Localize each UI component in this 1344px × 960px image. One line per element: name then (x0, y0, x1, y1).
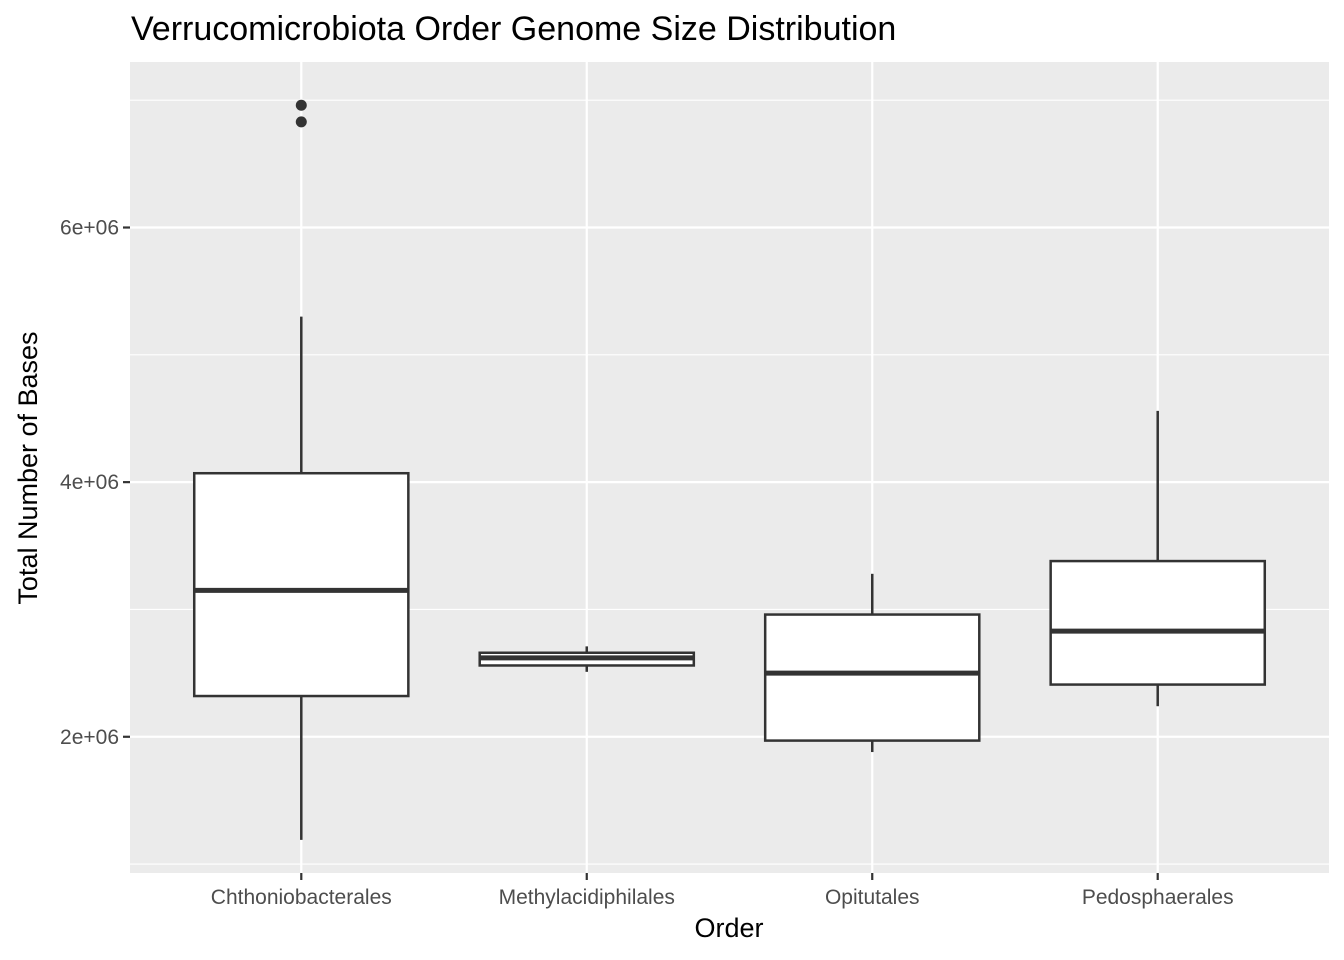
box-iqr (1049, 559, 1267, 686)
box-iqr (192, 471, 410, 698)
x-axis: Chthoniobacterales Methylacidiphilales Opi… (211, 873, 1234, 909)
boxplot-series (192, 99, 1267, 840)
outlier-point (295, 99, 307, 111)
x-tick-label: Methylacidiphilales (499, 886, 675, 909)
plot-panel (130, 62, 1329, 873)
chart-title: Verrucomicrobiota Order Genome Size Dist… (131, 10, 896, 48)
box-0 (192, 99, 410, 840)
outlier-point (295, 116, 307, 128)
box-3 (1049, 410, 1267, 707)
y-axis-title: Total Number of Bases (13, 331, 43, 604)
x-tick-label: Opitutales (825, 886, 920, 909)
x-axis-title: Order (694, 913, 763, 943)
x-tick-label: Pedosphaerales (1082, 886, 1234, 909)
box-2 (763, 573, 981, 753)
y-axis: 2e+06 4e+06 6e+06 (60, 217, 130, 749)
box-iqr (763, 613, 981, 742)
x-tick-label: Chthoniobacterales (211, 886, 392, 909)
box-1 (478, 646, 696, 672)
y-tick-label: 6e+06 (60, 217, 119, 240)
y-tick-label: 2e+06 (60, 726, 119, 749)
y-tick-label: 4e+06 (60, 471, 119, 494)
